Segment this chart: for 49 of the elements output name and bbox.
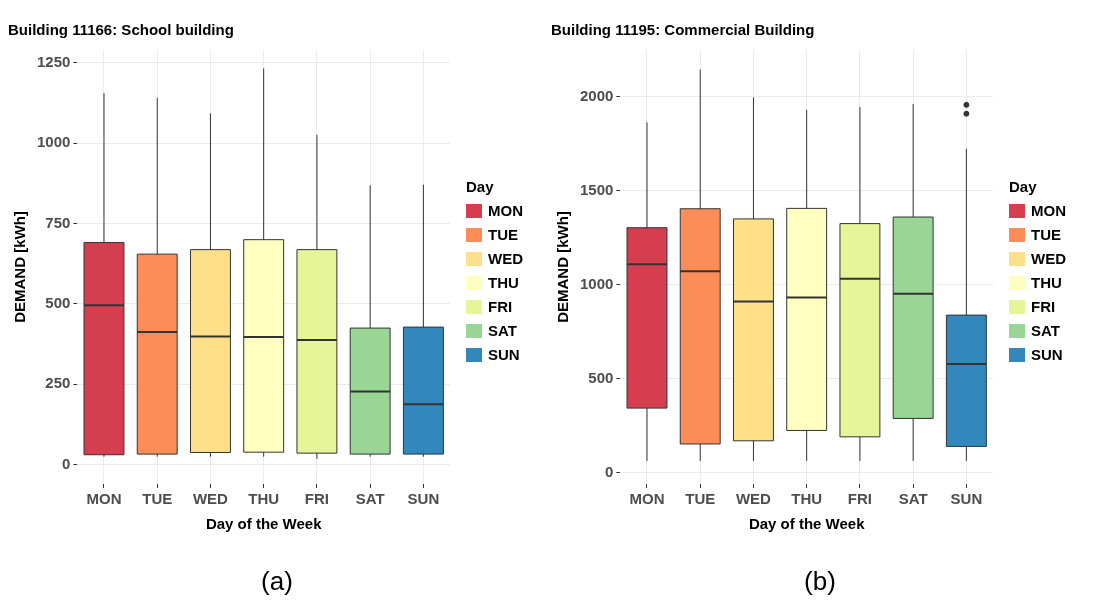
- y-tick-label: 1000: [579, 274, 614, 292]
- x-tick-label: SUN: [950, 490, 983, 508]
- legend-label: SAT: [1031, 321, 1060, 339]
- legend-title: Day: [466, 177, 495, 195]
- legend-label: WED: [1031, 249, 1066, 267]
- y-axis-title: DEMAND [kWh]: [554, 211, 572, 323]
- legend-label: MON: [488, 201, 523, 219]
- text: (a): [261, 566, 293, 597]
- x-tick-label: THU: [248, 490, 280, 508]
- y-tick-label: 0: [605, 462, 614, 480]
- x-tick-label: THU: [791, 490, 823, 508]
- chart-title: Building 11195: Commercial Building: [551, 21, 815, 39]
- x-tick-label: WED: [735, 490, 772, 508]
- x-tick-label: SAT: [355, 490, 385, 508]
- y-tick-label: 1250: [36, 53, 71, 70]
- y-tick-label: 250: [45, 374, 71, 392]
- legend-label: FRI: [488, 297, 513, 315]
- x-tick-label: FRI: [304, 490, 329, 508]
- chart-title: Building 11166: School building: [8, 21, 234, 39]
- x-axis-title: Day of the Week: [748, 515, 866, 533]
- x-tick-label: SAT: [898, 490, 928, 508]
- x-tick-label: MON: [629, 490, 665, 508]
- y-tick-label: 1000: [36, 133, 71, 151]
- y-tick-label: 1500: [579, 181, 614, 199]
- legend-label: WED: [488, 249, 523, 267]
- y-axis-title: DEMAND [kWh]: [11, 211, 29, 323]
- y-tick-label: 0: [62, 454, 71, 472]
- x-tick-label: TUE: [685, 490, 716, 508]
- x-tick-label: FRI: [847, 490, 872, 508]
- y-tick-label: 500: [588, 368, 614, 386]
- legend-label: THU: [488, 273, 519, 291]
- legend-label: TUE: [488, 225, 518, 243]
- legend-label: MON: [1031, 201, 1066, 219]
- x-tick-label: SUN: [407, 490, 440, 508]
- legend-label: FRI: [1031, 297, 1056, 315]
- text: (b): [804, 566, 836, 597]
- y-tick-label: 500: [45, 294, 71, 312]
- legend-label: TUE: [1031, 225, 1061, 243]
- legend-label: SUN: [1031, 345, 1063, 363]
- legend-label: SUN: [488, 345, 520, 363]
- x-tick-label: WED: [192, 490, 229, 508]
- y-tick-label: 750: [45, 213, 71, 231]
- x-axis-title: Day of the Week: [205, 515, 323, 533]
- legend-label: THU: [1031, 273, 1062, 291]
- x-tick-label: TUE: [142, 490, 173, 508]
- legend-title: Day: [1009, 177, 1038, 195]
- y-tick-label: 2000: [579, 87, 614, 105]
- legend-label: SAT: [488, 321, 517, 339]
- x-tick-label: MON: [86, 490, 122, 508]
